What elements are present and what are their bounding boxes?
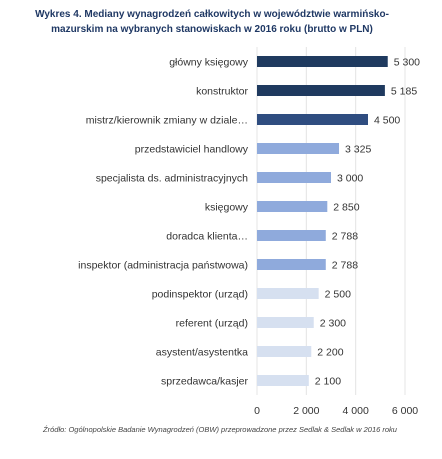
bar [257,375,309,386]
x-tick-label: 4 000 [343,405,369,417]
value-label: 2 788 [332,230,358,242]
value-label: 4 500 [374,114,400,126]
y-tick-label: sprzedawca/kasjer [161,375,248,387]
y-tick-label: asystent/asystentka [156,346,248,358]
value-label: 2 788 [332,259,358,271]
value-label: 2 500 [325,288,351,300]
value-label: 2 200 [317,346,343,358]
bar [257,346,312,357]
y-tick-label: główny księgowy [169,56,249,68]
bar [257,114,368,125]
y-tick-label: księgowy [205,201,249,213]
value-label: 5 185 [391,85,417,97]
bar [257,259,326,270]
x-tick-label: 6 000 [392,405,418,417]
x-tick-label: 2 000 [293,405,319,417]
bar [257,143,340,154]
y-tick-label: mistrz/kierownik zmiany w dziale… [86,114,248,126]
value-label: 3 325 [345,143,371,155]
value-label: 3 000 [337,172,363,184]
y-tick-label: konstruktor [196,85,248,97]
y-tick-label: doradca klienta… [166,230,248,242]
value-label: 2 100 [315,375,341,387]
value-label: 5 300 [394,56,420,68]
y-tick-label: podinspektor (urząd) [152,288,248,300]
y-tick-label: przedstawiciel handlowy [135,143,249,155]
bar [257,85,385,96]
source-note: Źródło: Ogólnopolskie Badanie Wynagrodze… [43,425,397,434]
bar [257,288,319,299]
bar [257,201,328,212]
bar [257,56,388,67]
y-tick-label: inspektor (administracja państwowa) [78,259,248,271]
bar [257,230,326,241]
value-label: 2 850 [333,201,359,213]
chart-title: Wykres 4. Mediany wynagrodzeń całkowityc… [35,9,389,35]
bar [257,172,331,183]
bar [257,317,314,328]
x-tick-label: 0 [254,405,260,417]
y-tick-label: referent (urząd) [176,317,248,329]
y-tick-label: specjalista ds. administracyjnych [96,172,248,184]
value-label: 2 300 [320,317,346,329]
